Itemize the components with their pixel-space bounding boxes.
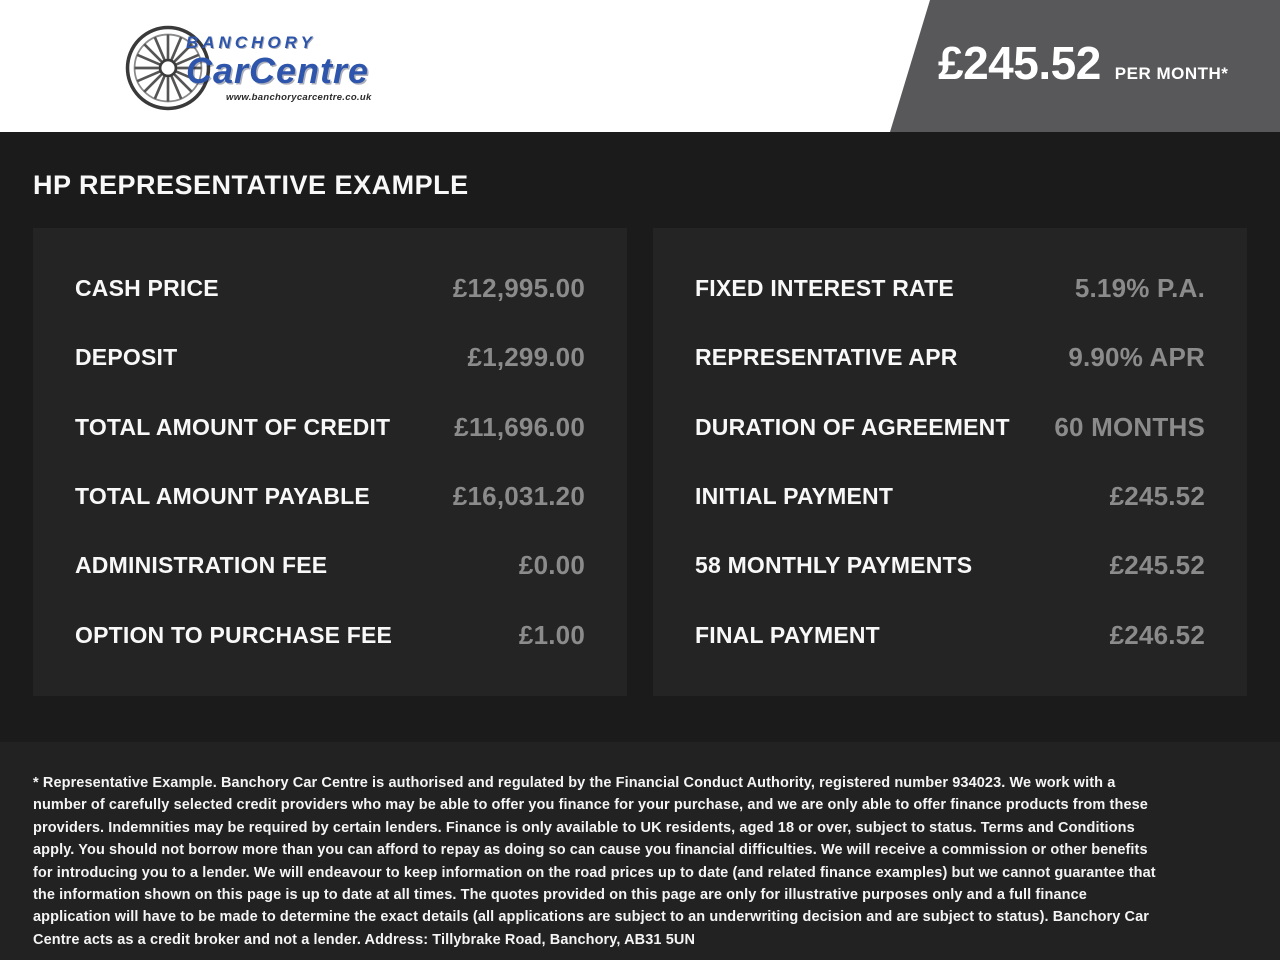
row-value: £11,696.00 <box>454 411 585 442</box>
monthly-price: £245.52 <box>938 37 1101 89</box>
row-value: £245.52 <box>1109 481 1205 512</box>
page-title: HP REPRESENTATIVE EXAMPLE <box>33 170 469 200</box>
table-row: DURATION OF AGREEMENT 60 MONTHS <box>695 393 1205 462</box>
row-label: REPRESENTATIVE APR <box>695 344 958 371</box>
row-label: FINAL PAYMENT <box>695 621 880 648</box>
header: BANCHORY CarCentre www.banchorycarcentre… <box>0 0 1280 132</box>
row-value: £1.00 <box>518 619 585 650</box>
table-row: TOTAL AMOUNT PAYABLE £16,031.20 <box>75 462 585 531</box>
alloy-wheel-icon <box>125 25 211 111</box>
table-row: DEPOSIT £1,299.00 <box>75 323 585 392</box>
row-value: £245.52 <box>1109 550 1205 581</box>
table-row: TOTAL AMOUNT OF CREDIT £11,696.00 <box>75 393 585 462</box>
table-row: 58 MONTHLY PAYMENTS £245.52 <box>695 531 1205 600</box>
table-row: FIXED INTEREST RATE 5.19% P.A. <box>695 254 1205 323</box>
disclaimer-text: * Representative Example. Banchory Car C… <box>33 775 1156 948</box>
table-row: INITIAL PAYMENT £245.52 <box>695 462 1205 531</box>
row-value: £1,299.00 <box>467 342 585 373</box>
table-row: FINAL PAYMENT £246.52 <box>695 601 1205 670</box>
row-label: OPTION TO PURCHASE FEE <box>75 621 393 648</box>
row-value: £16,031.20 <box>452 481 585 512</box>
row-label: TOTAL AMOUNT OF CREDIT <box>75 413 391 440</box>
row-value: 60 MONTHS <box>1054 411 1205 442</box>
table-row: OPTION TO PURCHASE FEE £1.00 <box>75 601 585 670</box>
row-label: ADMINISTRATION FEE <box>75 552 328 579</box>
finance-right-panel: FIXED INTEREST RATE 5.19% P.A. REPRESENT… <box>653 228 1247 696</box>
table-row: ADMINISTRATION FEE £0.00 <box>75 531 585 600</box>
row-label: DEPOSIT <box>75 344 178 371</box>
row-label: DURATION OF AGREEMENT <box>695 413 1010 440</box>
row-label: CASH PRICE <box>75 275 219 302</box>
row-value: £246.52 <box>1109 619 1205 650</box>
finance-left-panel: CASH PRICE £12,995.00 DEPOSIT £1,299.00 … <box>33 228 627 696</box>
row-value: £0.00 <box>518 550 585 581</box>
dealer-logo: BANCHORY CarCentre www.banchorycarcentre… <box>122 24 372 112</box>
row-label: INITIAL PAYMENT <box>695 483 894 510</box>
logo-website-url: www.banchorycarcentre.co.uk <box>226 91 372 103</box>
logo-carcentre-text: CarCentre <box>186 49 370 91</box>
row-value: 5.19% P.A. <box>1074 273 1205 304</box>
row-value: 9.90% APR <box>1068 342 1205 373</box>
row-label: FIXED INTEREST RATE <box>695 275 954 302</box>
price-banner: £245.52 PER MONTH* <box>890 0 1280 132</box>
logo-banchory-text: BANCHORY <box>186 32 316 52</box>
table-row: REPRESENTATIVE APR 9.90% APR <box>695 323 1205 392</box>
row-value: £12,995.00 <box>452 273 585 304</box>
per-month-label: PER MONTH* <box>1114 64 1229 83</box>
finance-panels: CASH PRICE £12,995.00 DEPOSIT £1,299.00 … <box>33 228 1247 696</box>
logo-text: BANCHORY CarCentre www.banchorycarcentre… <box>186 34 372 103</box>
table-row: CASH PRICE £12,995.00 <box>75 254 585 323</box>
row-label: 58 MONTHLY PAYMENTS <box>695 552 973 579</box>
finance-example-section: HP REPRESENTATIVE EXAMPLE CASH PRICE £12… <box>0 132 1280 742</box>
footer: * Representative Example. Banchory Car C… <box>0 742 1280 960</box>
row-label: TOTAL AMOUNT PAYABLE <box>75 483 370 510</box>
